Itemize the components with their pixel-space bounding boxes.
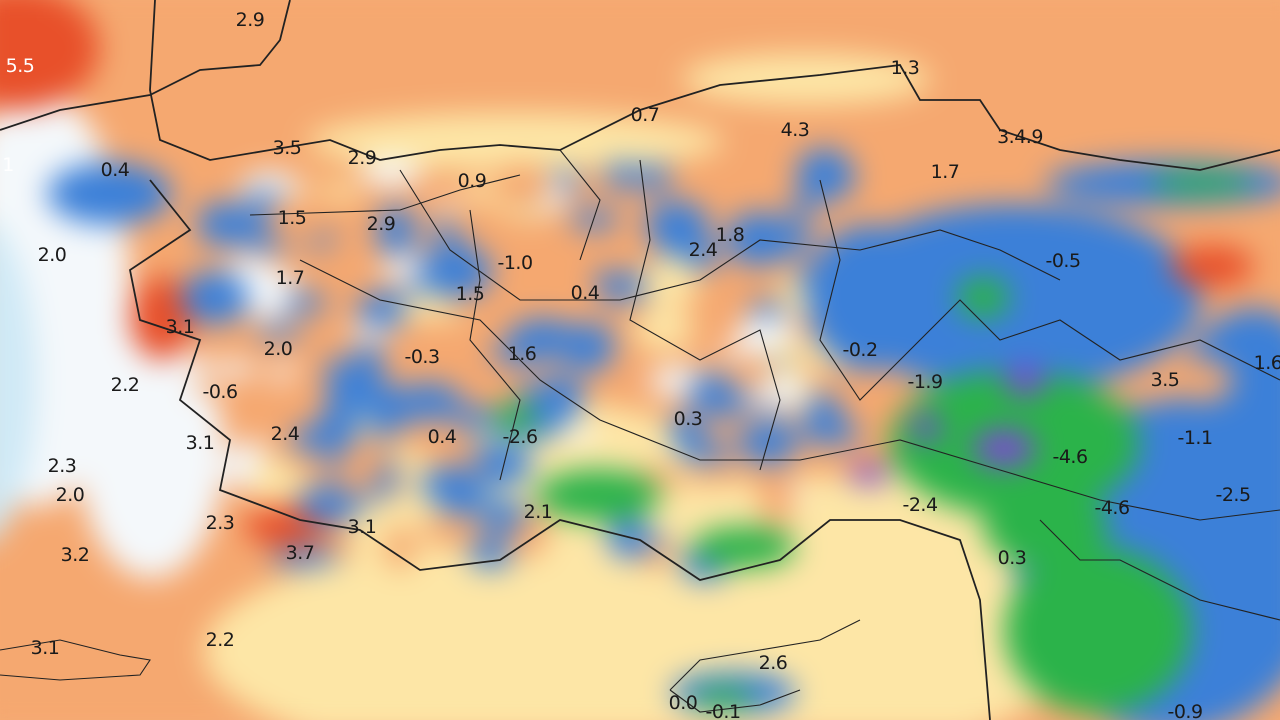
border-line [1039,519,1280,621]
value-label: 1.7 [275,267,305,289]
value-label: 4.3 [780,119,810,141]
value-label: 1.3 [890,57,920,79]
value-label: 3.1 [30,637,60,659]
border-line [399,169,1061,301]
value-label: 5.5 [5,55,35,77]
value-label: 0.9 [457,170,487,192]
border-line [128,179,991,720]
value-label: 3.1 [347,516,377,538]
border-line [819,179,1280,401]
value-label: 3.5 [1150,369,1180,391]
value-label: -1.1 [1177,427,1213,449]
value-label: 1.8 [715,224,745,246]
border-line [669,619,861,713]
value-label: 2.9 [235,9,265,31]
border-line [249,174,521,216]
value-label: -0.2 [842,339,878,361]
value-label: 2.0 [263,338,293,360]
value-label: 3.5 [272,137,302,159]
value-label: 2.0 [55,484,85,506]
value-label: 1.5 [277,207,307,229]
value-label: -0.6 [202,381,238,403]
value-label: 2.9 [347,147,377,169]
value-label: 2.1 [523,501,553,523]
value-label: 2.3 [205,512,235,534]
value-label: 1.5 [455,283,485,305]
value-label: -1.0 [497,252,533,274]
value-label: 2.0 [37,244,67,266]
border-line [0,639,151,681]
value-label: -1.9 [907,371,943,393]
value-label: -0.5 [1045,250,1081,272]
value-label: -2.6 [502,426,538,448]
value-label: 0.3 [673,408,703,430]
value-label: 1 [2,154,14,176]
value-label: 2.2 [205,629,235,651]
value-label: 1.6 [1253,352,1280,374]
value-label: 0.3 [997,547,1027,569]
value-label: 3.2 [60,544,90,566]
value-label: 0.4 [427,426,457,448]
value-label: 2.6 [758,652,788,674]
value-label: 3.1 [185,432,215,454]
border-line [629,159,781,471]
value-label: -2.5 [1215,484,1251,506]
value-label: 0.0 [668,692,698,714]
border-line [149,0,1280,171]
value-label: 3.7 [285,542,315,564]
value-label: 2.4 [270,423,300,445]
border-line [0,0,291,131]
value-label: 2.4 [688,239,718,261]
value-label: 1.6 [507,343,537,365]
value-label: -4.6 [1052,446,1088,468]
border-line [299,259,1280,521]
value-label: 0.4 [570,282,600,304]
value-label: 0.7 [630,104,660,126]
value-label: 0.4 [100,159,130,181]
value-label: -4.6 [1094,497,1130,519]
value-label: 2.3 [47,455,77,477]
value-label: 2.9 [366,213,396,235]
border-line [469,209,521,481]
value-label: -0.1 [705,701,741,720]
value-label: 1.7 [930,161,960,183]
value-label: -0.3 [404,346,440,368]
value-label: -0.9 [1167,701,1203,720]
border-line [559,149,601,261]
value-label: -2.4 [902,494,938,516]
value-label: 2.2 [110,374,140,396]
value-label: 3.1 [165,316,195,338]
value-label: 3.4.9 [997,126,1043,148]
